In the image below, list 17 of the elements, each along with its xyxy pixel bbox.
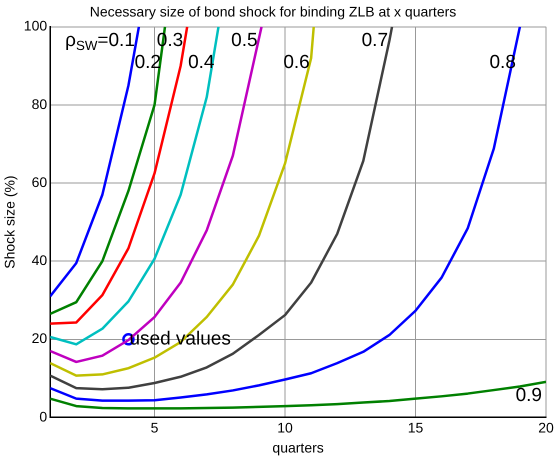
- x-tick-label: 20: [538, 420, 554, 436]
- y-tick-label: 100: [24, 18, 48, 34]
- x-tick-label: 10: [277, 420, 294, 436]
- series-label: 0.6: [283, 52, 310, 74]
- y-tick-label: 0: [39, 408, 48, 424]
- x-tick-label: 15: [408, 420, 424, 436]
- y-tick-label: 20: [32, 330, 48, 346]
- x-tick-label: 5: [150, 420, 159, 436]
- series-label: 0.7: [362, 30, 388, 52]
- y-axis-title: Shock size (%): [1, 175, 18, 269]
- y-tick-label: 80: [32, 96, 48, 112]
- series-label: 0.5: [231, 30, 258, 52]
- y-tick-label: 40: [32, 252, 48, 268]
- series-label: 0.9: [516, 385, 542, 406]
- x-axis-title: quarters: [272, 439, 324, 456]
- chart-title: Necessary size of bond shock for binding ZLB at x quarters: [90, 3, 456, 20]
- y-tick-label: 60: [32, 174, 48, 190]
